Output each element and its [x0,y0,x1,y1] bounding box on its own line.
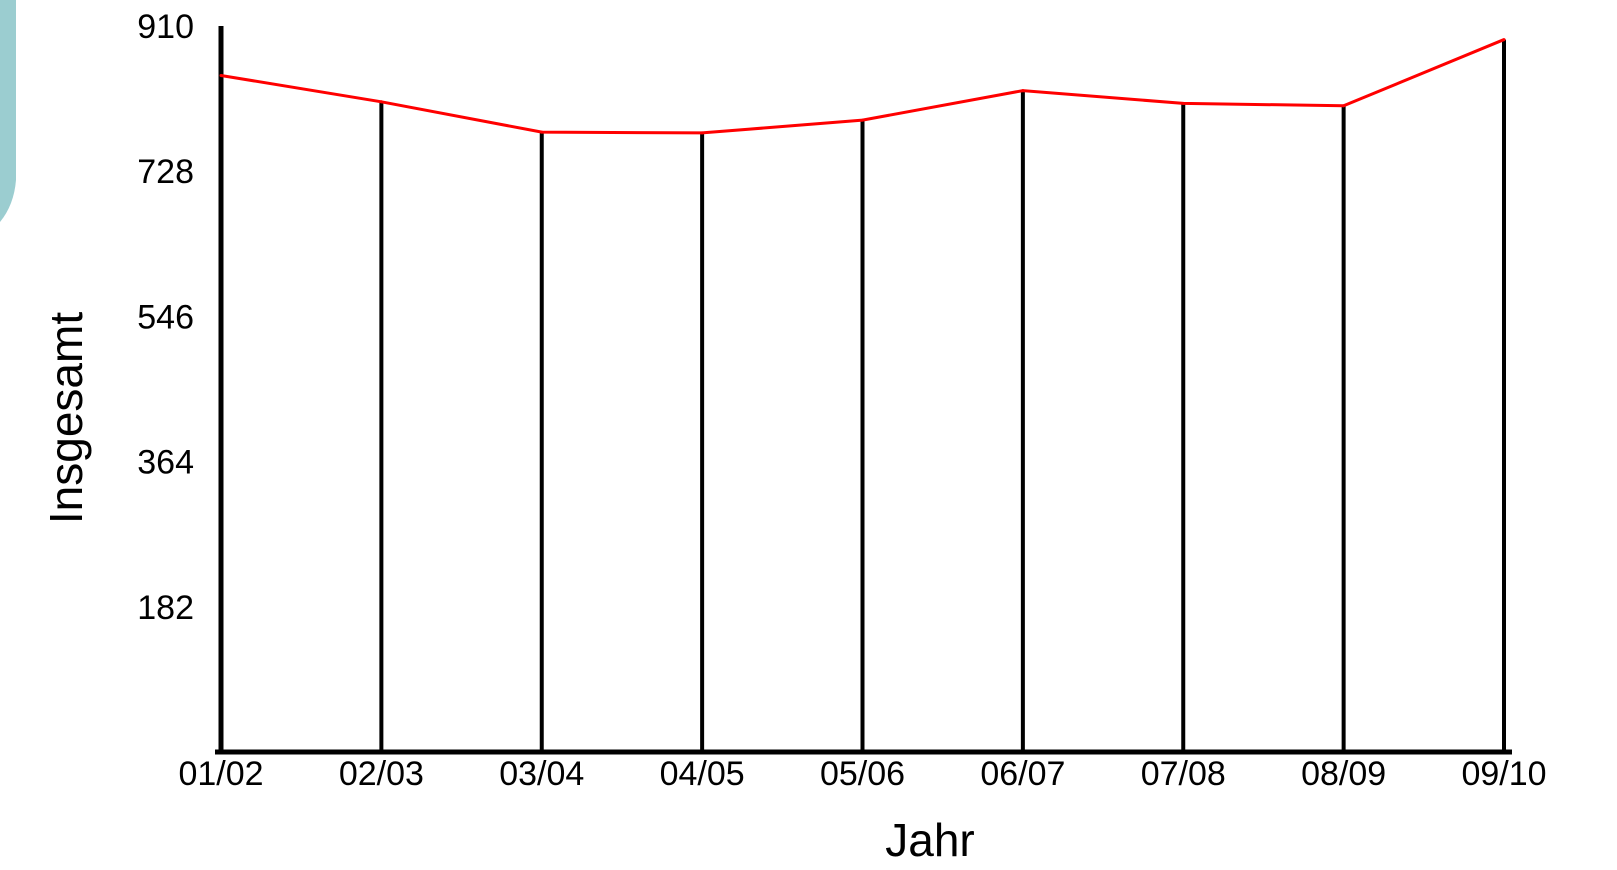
y-axis-title: Insgesamt [40,312,92,524]
data-point [540,131,543,134]
x-tick-label: 09/10 [1461,755,1546,793]
y-tick-label: 546 [137,298,194,336]
corner-decoration [0,0,16,222]
x-tick-label: 02/03 [339,755,424,793]
data-point [380,100,383,103]
x-tick-label: 01/02 [178,755,263,793]
data-point [1342,104,1345,107]
x-tick-label: 06/07 [980,755,1065,793]
y-tick-label: 910 [137,8,194,46]
y-tick-label: 364 [137,444,194,482]
data-point [1021,89,1024,92]
data-point [701,131,704,134]
y-tick-label: 728 [137,153,194,191]
x-axis-title: Jahr [885,814,974,865]
data-point [1182,102,1185,105]
x-tick-label: 05/06 [820,755,905,793]
series [220,38,1506,134]
data-point [861,119,864,122]
data-point [1503,38,1506,41]
x-tick-label: 03/04 [499,755,584,793]
x-tick-labels: 01/02 02/03 03/04 04/05 05/06 06/07 07/08 08/09… [178,755,1546,793]
y-tick-labels: 910 728 546 364 182 [137,8,194,627]
x-tick-label: 08/09 [1301,755,1386,793]
gridlines [381,40,1504,752]
data-point [220,74,223,77]
y-tick-label: 182 [137,589,194,627]
x-tick-label: 04/05 [660,755,745,793]
x-tick-label: 07/08 [1141,755,1226,793]
